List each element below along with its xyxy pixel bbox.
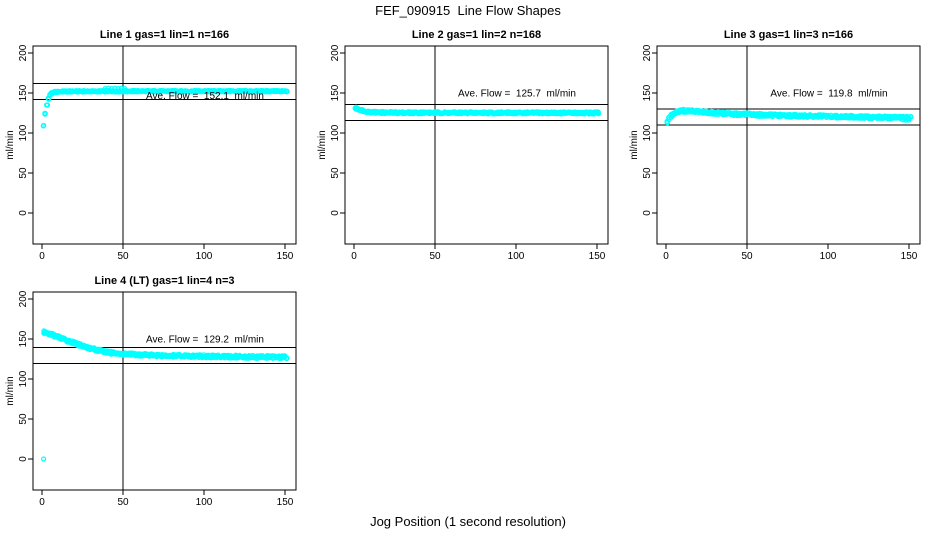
y-axis: 0 50 100 150 200 ml/min	[5, 44, 33, 216]
y-tick-label: 150	[642, 84, 653, 101]
y-tick-label: 200	[330, 44, 341, 61]
x-axis-label: Jog Position (1 second resolution)	[370, 514, 566, 529]
panel-1: Line 1 gas=1 lin=1 n=166 0 50 100 150 200 ml/m…	[5, 29, 297, 262]
y-axis: 0 50 100 150 200 ml/min	[629, 44, 657, 216]
y-axis-title: ml/min	[317, 130, 328, 159]
y-tick-label: 0	[330, 210, 341, 216]
x-tick-label: 50	[741, 251, 753, 262]
y-axis: 0 50 100 150 200 ml/min	[317, 44, 345, 216]
y-axis: 0 50 100 150 200 ml/min	[5, 290, 33, 462]
panel-2: Line 2 gas=1 lin=2 n=168 0 50 100 150 200 ml/m…	[317, 29, 609, 262]
panel-title: Line 3 gas=1 lin=3 n=166	[724, 29, 853, 41]
y-tick-label: 50	[642, 167, 653, 179]
data-point	[42, 110, 48, 117]
y-tick-label: 50	[18, 413, 29, 425]
x-axis: 0 50 100 150	[351, 244, 606, 262]
outlier-point	[903, 117, 909, 123]
x-tick-label: 100	[508, 251, 525, 262]
data-point	[44, 102, 51, 108]
data-point	[40, 123, 47, 129]
y-tick-label: 100	[18, 124, 29, 141]
figure-title: FEF_090915 Line Flow Shapes	[375, 3, 561, 18]
x-tick-label: 0	[39, 251, 45, 262]
plot-box	[656, 45, 921, 245]
x-tick-label: 50	[429, 251, 441, 262]
panel-title: Line 1 gas=1 lin=1 n=166	[100, 29, 229, 41]
outlier-point	[109, 85, 115, 92]
x-tick-label: 150	[589, 251, 606, 262]
x-tick-label: 100	[820, 251, 837, 262]
ave-flow-annotation: Ave. Flow = 119.8 ml/min	[770, 89, 887, 100]
x-axis: 0 50 100 150	[39, 244, 294, 262]
y-tick-label: 150	[330, 84, 341, 101]
y-tick-label: 50	[18, 167, 29, 179]
y-tick-label: 0	[18, 210, 29, 216]
x-tick-label: 50	[117, 497, 129, 508]
panel-title: Line 4 (LT) gas=1 lin=4 n=3	[94, 275, 234, 287]
x-tick-label: 150	[901, 251, 918, 262]
x-tick-label: 0	[663, 251, 669, 262]
data-point	[284, 355, 290, 361]
x-tick-label: 100	[196, 251, 213, 262]
panel-4: Line 4 (LT) gas=1 lin=4 n=3 0 50 100 150 200 m…	[5, 275, 297, 508]
y-axis-title: ml/min	[629, 130, 640, 159]
ave-flow-annotation: Ave. Flow = 152.1 ml/min	[146, 91, 264, 102]
outlier-point	[102, 85, 108, 92]
outlier-point	[121, 85, 128, 92]
outlier-point	[115, 85, 121, 92]
y-tick-label: 200	[18, 290, 29, 307]
scatter-points	[664, 106, 914, 126]
y-axis-title: ml/min	[5, 130, 16, 159]
x-tick-label: 150	[277, 497, 294, 508]
x-tick-label: 0	[39, 497, 45, 508]
y-axis-title: ml/min	[5, 376, 16, 405]
ave-flow-annotation: Ave. Flow = 125.7 ml/min	[458, 89, 576, 100]
outlier-point	[40, 456, 47, 462]
data-point	[595, 110, 602, 116]
scatter-points	[352, 104, 602, 117]
outlier-point	[899, 117, 906, 123]
y-tick-label: 100	[18, 370, 29, 387]
scatter-points	[40, 85, 290, 129]
data-point	[284, 88, 290, 94]
panel-title: Line 2 gas=1 lin=2 n=168	[412, 29, 541, 41]
x-tick-label: 150	[277, 251, 294, 262]
outlier-point	[906, 117, 912, 123]
y-tick-label: 200	[642, 44, 653, 61]
outlier-point	[118, 85, 125, 91]
x-tick-label: 50	[117, 251, 129, 262]
y-tick-label: 150	[18, 330, 29, 347]
scatter-points	[40, 328, 290, 462]
panel-3: Line 3 gas=1 lin=3 n=166 0 50 100 150 200 ml/m…	[629, 29, 921, 262]
ave-flow-annotation: Ave. Flow = 129.2 ml/min	[146, 335, 264, 346]
x-axis: 0 50 100 150	[39, 490, 294, 508]
outlier-point	[105, 85, 112, 91]
y-tick-label: 100	[642, 124, 653, 141]
x-tick-label: 100	[196, 497, 213, 508]
plot-box	[344, 45, 609, 245]
plot-box	[32, 291, 297, 491]
x-tick-label: 0	[351, 251, 357, 262]
y-tick-label: 50	[330, 167, 341, 179]
x-axis: 0 50 100 150	[663, 244, 918, 262]
plot-box	[32, 45, 297, 245]
outlier-point	[112, 85, 118, 91]
y-tick-label: 0	[642, 210, 653, 216]
y-tick-label: 200	[18, 44, 29, 61]
y-tick-label: 100	[330, 124, 341, 141]
y-tick-label: 150	[18, 84, 29, 101]
y-tick-label: 0	[18, 456, 29, 462]
